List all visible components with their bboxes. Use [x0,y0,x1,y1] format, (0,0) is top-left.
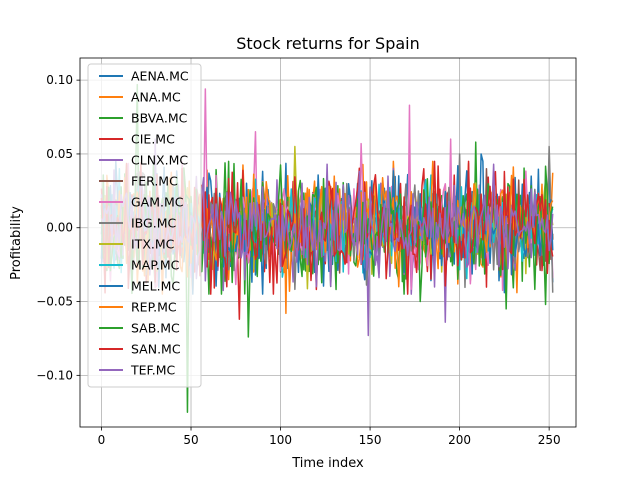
x-tick-label: 200 [448,433,471,447]
legend-label: MAP.MC [131,258,180,273]
x-tick-label: 250 [538,433,561,447]
x-tick-label: 100 [269,433,292,447]
legend-label: SAB.MC [131,321,180,336]
y-axis-label: Profitability [9,206,24,280]
x-tick-label: 150 [359,433,382,447]
legend-label: MEL.MC [131,279,180,294]
x-tick-label: 50 [183,433,198,447]
legend-label: AENA.MC [131,69,189,84]
legend-label: REP.MC [131,300,177,315]
x-tick-label: 0 [98,433,106,447]
legend: AENA.MC ANA.MC BBVA.MC CIE.MC CLNX.MC FER.MC G… [87,63,202,388]
legend-label: IBG.MC [131,216,176,231]
x-axis-label: Time index [291,456,364,471]
x-axis-ticks: 0 50 100 150 200 250 [98,427,561,447]
legend-label: GAM.MC [131,195,184,210]
y-tick-label: 0.10 [46,73,73,87]
y-tick-label: 0.05 [46,147,73,161]
legend-label: ITX.MC [131,237,175,252]
legend-label: TEF.MC [130,363,175,378]
legend-label: FER.MC [131,174,178,189]
y-axis-ticks: −0.10 −0.05 0.00 0.05 0.10 [36,73,80,382]
legend-label: CLNX.MC [131,153,188,168]
y-tick-label: −0.05 [36,295,73,309]
legend-label: ANA.MC [131,90,181,105]
plot-frame [79,57,577,428]
y-tick-label: −0.10 [36,368,73,382]
legend-label: CIE.MC [131,132,175,147]
legend-label: SAN.MC [131,342,181,357]
legend-label: BBVA.MC [131,111,188,126]
y-tick-label: 0.00 [46,221,73,235]
chart-title: Stock returns for Spain [236,34,420,53]
